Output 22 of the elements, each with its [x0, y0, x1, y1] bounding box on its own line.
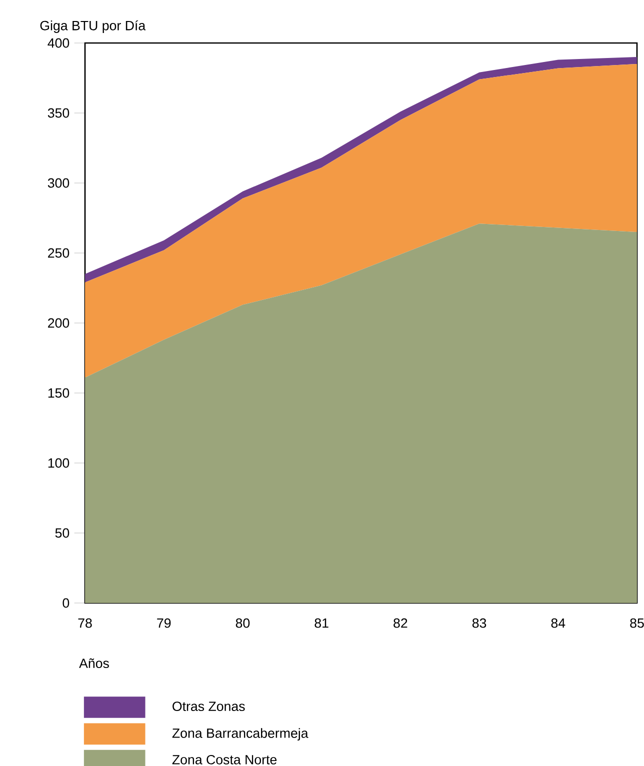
legend-label: Zona Barrancabermeja: [172, 728, 308, 741]
y-axis-title: Giga BTU por Día: [40, 20, 146, 33]
x-tick-label: 78: [78, 618, 92, 628]
y-tick-label: 400: [48, 38, 70, 48]
x-tick-label: 84: [551, 618, 566, 628]
x-tick-label: 85: [630, 618, 644, 628]
x-tick-label: 80: [236, 618, 250, 628]
legend-label: Otras Zonas: [172, 702, 245, 712]
y-tick-label: 100: [48, 458, 70, 468]
x-tick-label: 81: [314, 618, 328, 628]
x-tick-label: 82: [394, 618, 408, 628]
y-tick-label: 200: [48, 318, 70, 328]
y-tick-label: 350: [48, 108, 70, 118]
y-tick-label: 0: [62, 598, 70, 608]
y-tick-label: 50: [55, 528, 70, 538]
y-tick-label: 300: [48, 178, 70, 188]
legend-label: Zona Costa Norte: [172, 754, 277, 764]
y-tick-label: 150: [48, 388, 70, 398]
x-tick-label: 83: [472, 618, 486, 628]
x-axis-title: Años: [79, 658, 109, 668]
x-tick-label: 79: [157, 618, 171, 628]
y-tick-label: 250: [48, 248, 70, 258]
